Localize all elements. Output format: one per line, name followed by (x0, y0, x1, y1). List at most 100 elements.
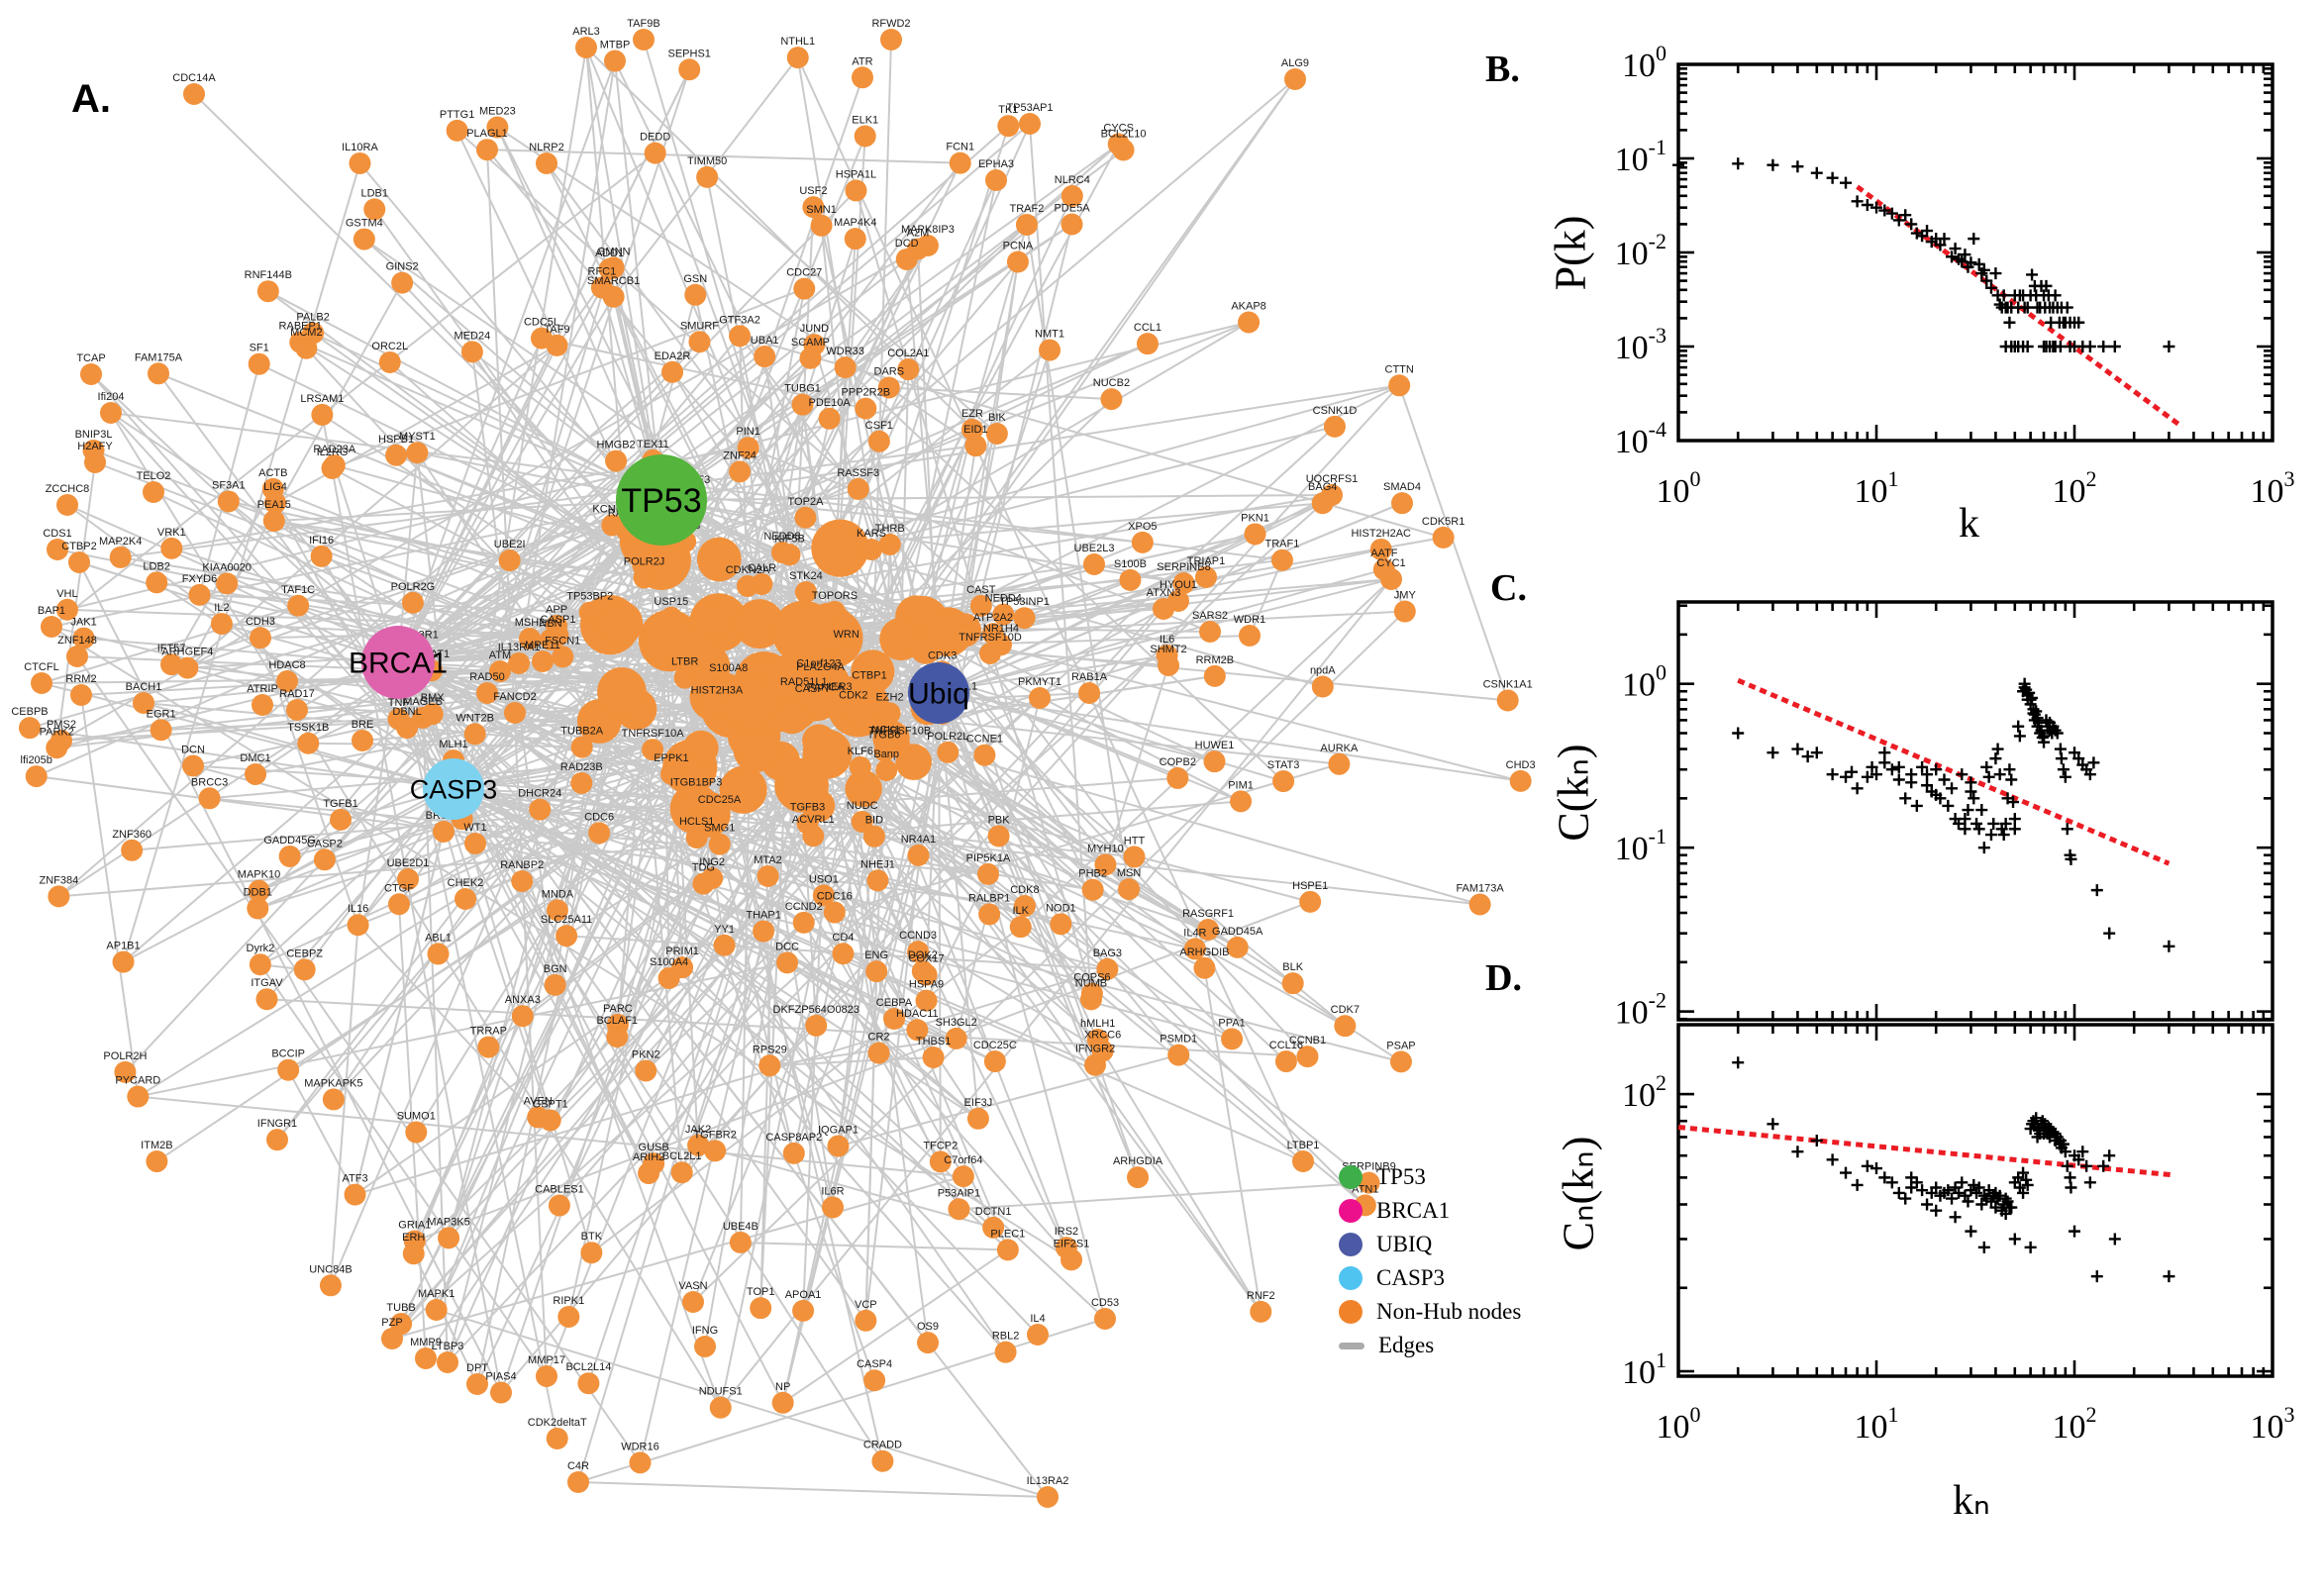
network-node (1496, 689, 1519, 712)
network-node (476, 682, 498, 704)
network-node-label: UBA1 (751, 335, 779, 347)
scatter-point (1892, 1186, 1905, 1199)
network-node (880, 29, 902, 50)
network-node-label: SLC25A11 (541, 914, 592, 926)
scatter-point (1866, 760, 1878, 773)
network-node-label: USF2 (799, 185, 827, 197)
network-node (633, 29, 655, 50)
network-node-label: PIAS4 (485, 1371, 516, 1383)
y-tick-label: 10-4 (1615, 417, 1666, 460)
network-node-label: TK1 (998, 104, 1018, 116)
scatter-point (1870, 1162, 1882, 1175)
scatter-point (1991, 743, 2004, 755)
network-node (1226, 936, 1249, 958)
network-node-label: CDC27 (786, 267, 822, 279)
network-node-label: SEPHS1 (668, 48, 711, 59)
network-edge (453, 788, 764, 933)
network-node (486, 116, 509, 139)
network-node-label: ADD1 (595, 248, 624, 259)
network-node (511, 1005, 534, 1028)
network-node (1094, 853, 1117, 876)
network-node-label: WT1 (463, 822, 486, 834)
network-edge (122, 499, 662, 963)
network-node-label: TAF9 (544, 324, 569, 336)
network-node (985, 422, 1008, 445)
brca1-hub-swatch-icon (1339, 1199, 1363, 1223)
network-node-label: HYOU1 (1160, 579, 1197, 591)
network-node-label: ITGAV (251, 977, 283, 989)
network-node (1096, 957, 1119, 980)
plot-panel-b: 100 101 102 103 10-4 10-3 10-2 10-1 100 (1615, 41, 2295, 510)
scatter-point (1952, 817, 1965, 830)
network-edge (198, 363, 260, 596)
network-node (917, 1332, 940, 1354)
network-node (966, 1107, 989, 1130)
network-node (363, 198, 386, 221)
network-node (146, 571, 168, 594)
network-node-label: PKN1 (1241, 512, 1269, 524)
scatter-point (1970, 817, 1983, 830)
network-node (1013, 607, 1036, 630)
scatter-point (1892, 773, 1905, 786)
network-node (1388, 374, 1411, 397)
scatter-point (1975, 804, 1988, 817)
network-node (1078, 682, 1100, 704)
network-node (771, 542, 793, 563)
network-node (464, 833, 486, 854)
network-edge (486, 149, 960, 164)
network-node (771, 1391, 794, 1414)
network-node-label: MED23 (479, 106, 516, 118)
network-node (529, 798, 552, 821)
network-edge (925, 647, 1309, 1057)
network-edge (781, 249, 919, 553)
network-edge (391, 1175, 964, 1340)
network-node (694, 1336, 716, 1357)
casp3-hub-swatch-icon (1339, 1266, 1363, 1290)
network-edge (1249, 559, 1283, 637)
network-node (249, 953, 271, 976)
network-edge (1029, 123, 1092, 1000)
network-node-label: NEDD8 (763, 531, 800, 543)
network-node (508, 651, 531, 674)
network-node (66, 646, 88, 667)
network-node (1027, 1324, 1049, 1346)
network-node (289, 331, 312, 353)
network-node-label: NMT1 (1035, 329, 1064, 341)
network-node (758, 1054, 781, 1077)
network-node-label: DCTN1 (975, 1206, 1012, 1218)
network-node (387, 893, 410, 916)
network-node-label: C4R (567, 1460, 589, 1472)
scatter-point (1946, 1192, 1959, 1205)
network-node (575, 37, 597, 58)
network-node-label: VRK1 (157, 527, 186, 539)
network-node-label: ATRIP (247, 683, 278, 695)
network-node-label: DCD (895, 238, 919, 249)
network-edge (157, 372, 805, 634)
scatter-point (1968, 233, 1980, 246)
network-edge (354, 788, 454, 1195)
network-edge (938, 578, 1392, 694)
network-node (1029, 687, 1051, 709)
network-node-label: GADD45A (1212, 926, 1263, 938)
network-node (860, 539, 882, 560)
network-edge (400, 760, 915, 1325)
scatter-point (2108, 1233, 2121, 1246)
network-node (278, 845, 301, 867)
network-edge (397, 661, 1009, 1251)
network-node-label: EGR1 (147, 708, 176, 720)
x-tick-label: 102 (2053, 1402, 2097, 1446)
network-node (1013, 895, 1036, 918)
network-edge (329, 925, 359, 1286)
scatter-point (1840, 176, 1853, 189)
network-node (638, 1162, 660, 1185)
network-node (802, 825, 825, 848)
scatter-point (2163, 940, 2175, 952)
network-node-label: KARS (857, 528, 886, 540)
network-node-label: LTBR (671, 656, 698, 668)
network-node (996, 1239, 1019, 1261)
network-edge (397, 123, 1031, 663)
network-node (866, 869, 889, 892)
y-tick-label: 102 (1622, 1070, 1666, 1114)
network-node-label: SF1 (250, 343, 269, 354)
scatter-point (1851, 1178, 1864, 1191)
